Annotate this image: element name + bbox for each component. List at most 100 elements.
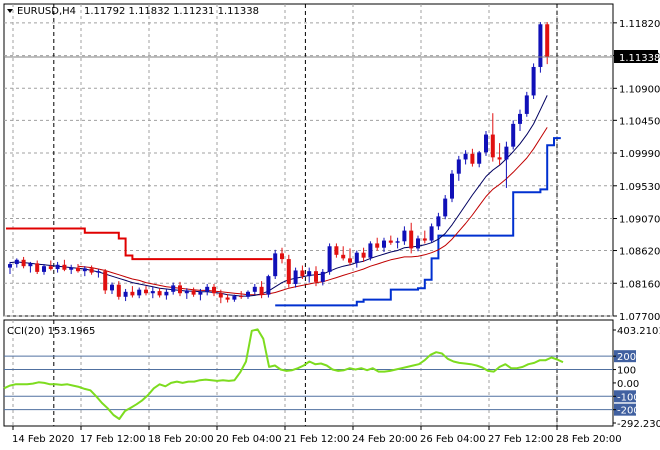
candle-body: [504, 146, 509, 160]
ma-blue-line: [275, 137, 561, 307]
candle-body: [300, 270, 305, 277]
candle-body: [361, 252, 366, 258]
candle: [273, 249, 278, 279]
ma-blue-path: [275, 137, 561, 307]
candle-body: [456, 159, 461, 174]
cci-tick-label: -292.2308: [617, 419, 660, 430]
candle-body: [280, 253, 284, 260]
candle-body: [218, 293, 223, 298]
cci-level-box: [614, 350, 636, 363]
candle-body: [150, 291, 155, 294]
candle: [96, 269, 101, 278]
candle: [212, 283, 216, 297]
candle-body: [354, 252, 359, 263]
candle: [375, 237, 380, 251]
price-tick-label: 1.11820: [619, 19, 660, 30]
cci-levels: [4, 355, 613, 411]
candle-body: [35, 263, 40, 272]
price-panel[interactable]: [3, 3, 614, 317]
candle: [470, 148, 475, 167]
time-tick-label: 24 Feb 20:00: [352, 434, 418, 445]
candle: [327, 243, 332, 275]
candle: [171, 282, 176, 295]
candle-body: [28, 263, 33, 267]
candle-body: [198, 291, 203, 295]
candle-body: [8, 264, 12, 268]
cci-line: [3, 328, 564, 420]
candle-body: [144, 289, 148, 294]
time-tick-label: 17 Feb 12:00: [80, 434, 146, 445]
time-tick-label: 18 Feb 20:00: [148, 434, 214, 445]
candle-body: [402, 230, 407, 242]
candle-body: [137, 289, 142, 296]
time-tick-label: 21 Feb 12:00: [284, 434, 350, 445]
candle: [205, 283, 210, 296]
candle: [388, 235, 393, 245]
candle-body: [239, 296, 244, 298]
candle: [14, 258, 19, 268]
candle-body: [82, 268, 87, 272]
candle-body: [266, 276, 271, 295]
candle: [416, 235, 420, 252]
price-tick-label: 1.09070: [619, 215, 660, 226]
candle-body: [252, 286, 257, 292]
cci-panel-frame: [3, 319, 614, 427]
candle-body: [545, 24, 550, 57]
candle-body: [48, 266, 53, 270]
candle: [164, 288, 169, 300]
candle: [341, 246, 346, 261]
candle-body: [436, 216, 441, 227]
candle-body: [443, 198, 448, 217]
candle: [511, 120, 516, 150]
candle-body: [232, 296, 237, 300]
candle: [395, 237, 400, 249]
candle: [62, 259, 67, 272]
candle: [524, 91, 529, 117]
candle-body: [293, 270, 298, 284]
candle: [123, 288, 128, 302]
candle-body: [123, 291, 128, 297]
candle-body: [307, 271, 312, 277]
time-tick-label: 27 Feb 12:00: [488, 434, 554, 445]
candle: [259, 281, 264, 299]
candle-body: [157, 291, 162, 296]
candle-body: [477, 152, 482, 164]
cci-tick-label: 0.00: [617, 379, 639, 390]
candle-body: [368, 243, 373, 258]
candle: [191, 287, 196, 297]
time-tick-label: 26 Feb 04:00: [420, 434, 486, 445]
time-tick-label: 14 Feb 2020: [12, 434, 74, 445]
candle: [320, 269, 325, 286]
candle-body: [184, 290, 189, 294]
candle: [144, 286, 148, 296]
candle-body: [327, 246, 332, 272]
candle: [48, 260, 53, 271]
cci-level-box: [614, 403, 636, 416]
cci-panel[interactable]: CCI(20) 153.1965: [3, 319, 614, 427]
cci-tick-label: 403.2101: [617, 326, 660, 337]
candle: [42, 264, 46, 275]
candle: [150, 286, 155, 299]
current-price-box: [614, 50, 658, 63]
time-axis[interactable]: 14 Feb 2020 17 Feb 12:00 18 Feb 20:00 20 Fe…: [12, 426, 622, 445]
candle-body: [225, 297, 230, 300]
candle: [137, 287, 142, 299]
candle: [490, 113, 495, 162]
price-tick-label: 1.10900: [619, 84, 660, 95]
candle: [82, 266, 87, 277]
candle: [293, 267, 298, 288]
candle-body: [62, 264, 67, 270]
candle-body: [470, 153, 475, 164]
candle-body: [89, 268, 94, 273]
candle-body: [69, 267, 74, 270]
candle: [239, 291, 244, 299]
candle: [28, 261, 33, 273]
candle: [456, 155, 461, 181]
candle-body: [531, 66, 536, 96]
candle-body: [212, 286, 216, 294]
candle-body: [511, 123, 516, 147]
price-tick-label: 1.08620: [619, 247, 660, 258]
candle-body: [314, 271, 318, 282]
triangle-down-icon[interactable]: [7, 9, 13, 13]
